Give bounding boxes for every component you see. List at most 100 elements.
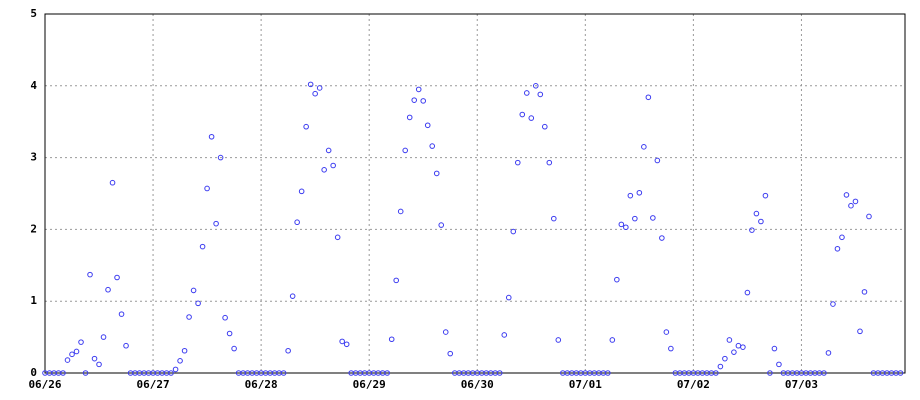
- point: [433, 170, 440, 177]
- point: [96, 361, 102, 368]
- point: [343, 341, 350, 348]
- point: [641, 144, 647, 150]
- point: [172, 366, 179, 373]
- x-tick-label: 07/02: [677, 378, 710, 391]
- point: [402, 147, 409, 154]
- point: [334, 234, 341, 241]
- point: [217, 154, 224, 161]
- point: [532, 83, 539, 89]
- point: [397, 208, 404, 215]
- point: [303, 123, 309, 130]
- x-tick-label: 07/03: [785, 378, 818, 391]
- point: [204, 185, 210, 192]
- point: [758, 218, 764, 225]
- point: [713, 370, 719, 376]
- point: [307, 81, 314, 88]
- y-tick-label: 4: [30, 79, 37, 92]
- point: [91, 355, 98, 362]
- point: [749, 227, 755, 233]
- point: [668, 345, 674, 352]
- point: [735, 342, 742, 349]
- point: [866, 213, 872, 220]
- point: [186, 314, 192, 320]
- point: [415, 86, 422, 93]
- x-tick-label: 06/28: [245, 378, 278, 391]
- point: [550, 215, 557, 222]
- point: [73, 348, 80, 355]
- y-tick-label: 0: [30, 366, 37, 379]
- point: [325, 147, 332, 154]
- point: [834, 245, 841, 252]
- x-tick-label: 07/01: [569, 378, 602, 391]
- point: [496, 370, 503, 376]
- point: [190, 287, 197, 294]
- point: [609, 337, 616, 343]
- point: [321, 167, 327, 173]
- point: [438, 222, 445, 228]
- point: [222, 314, 228, 321]
- point: [298, 188, 305, 195]
- point: [753, 210, 760, 217]
- point: [168, 370, 174, 376]
- point: [82, 370, 89, 376]
- point: [519, 111, 526, 118]
- point: [857, 328, 863, 335]
- point: [213, 220, 219, 227]
- point: [555, 337, 562, 343]
- point: [60, 370, 66, 376]
- point: [510, 228, 517, 235]
- point: [523, 90, 530, 96]
- point: [897, 370, 904, 376]
- point: [830, 301, 836, 307]
- point: [546, 159, 553, 166]
- point: [388, 336, 395, 343]
- x-tick-label: 06/30: [461, 378, 494, 391]
- point: [105, 286, 111, 293]
- point: [636, 189, 643, 196]
- x-tick-label: 06/29: [353, 378, 386, 391]
- y-tick-label: 3: [30, 151, 37, 164]
- point: [726, 337, 733, 343]
- point: [731, 349, 737, 355]
- point: [762, 192, 769, 199]
- point: [717, 363, 724, 370]
- point: [87, 271, 93, 278]
- point: [605, 370, 611, 376]
- point: [632, 215, 638, 222]
- point: [825, 350, 832, 356]
- point: [384, 370, 390, 376]
- point: [663, 329, 670, 335]
- point: [843, 192, 850, 198]
- point: [442, 329, 449, 335]
- point: [406, 114, 413, 121]
- point: [776, 361, 782, 368]
- point: [514, 159, 521, 166]
- point: [627, 192, 634, 199]
- point: [285, 347, 291, 354]
- point: [447, 350, 454, 357]
- y-tick-label: 2: [30, 222, 37, 235]
- point: [195, 300, 201, 307]
- point: [821, 370, 827, 376]
- point: [429, 143, 436, 149]
- point: [199, 243, 206, 250]
- point: [501, 332, 508, 338]
- point: [722, 355, 728, 362]
- point: [861, 289, 868, 295]
- plot-frame: [44, 13, 906, 374]
- point: [654, 157, 661, 164]
- point: [537, 91, 544, 98]
- point: [123, 342, 129, 349]
- point: [339, 338, 345, 345]
- point: [208, 133, 215, 140]
- y-tick-label: 5: [30, 7, 37, 20]
- point: [294, 219, 300, 226]
- point: [740, 344, 746, 350]
- point: [64, 357, 71, 363]
- point: [100, 334, 107, 340]
- point: [231, 345, 237, 352]
- point: [114, 274, 120, 281]
- y-tick-label: 1: [30, 294, 37, 307]
- point: [771, 345, 778, 352]
